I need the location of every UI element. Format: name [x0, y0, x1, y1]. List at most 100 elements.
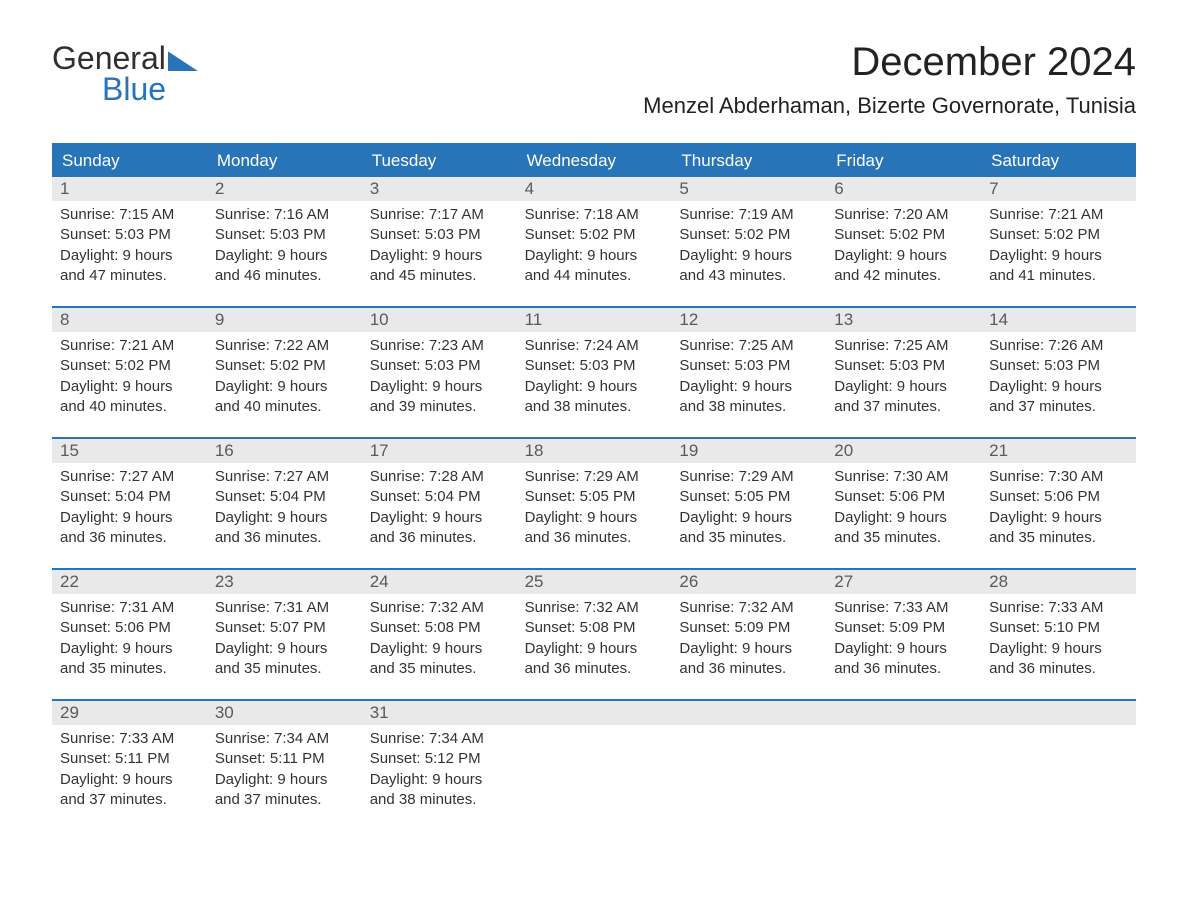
- daylight-line-2: and 35 minutes.: [989, 528, 1128, 548]
- daylight-line-1: Daylight: 9 hours: [60, 377, 199, 397]
- daylight-line-1: Daylight: 9 hours: [525, 377, 664, 397]
- day-number-band: 1234567: [52, 177, 1136, 201]
- daylight-line-2: and 38 minutes.: [370, 790, 509, 810]
- sunrise-line: Sunrise: 7:34 AM: [215, 729, 354, 749]
- calendar-day-cell: Sunrise: 7:21 AMSunset: 5:02 PMDaylight:…: [52, 332, 207, 437]
- daylight-line-1: Daylight: 9 hours: [60, 770, 199, 790]
- daylight-line-1: Daylight: 9 hours: [989, 377, 1128, 397]
- sunrise-line: Sunrise: 7:24 AM: [525, 336, 664, 356]
- day-number-band: 22232425262728: [52, 570, 1136, 594]
- calendar-day-cell: Sunrise: 7:32 AMSunset: 5:08 PMDaylight:…: [362, 594, 517, 699]
- daylight-line-2: and 43 minutes.: [679, 266, 818, 286]
- daylight-line-1: Daylight: 9 hours: [370, 508, 509, 528]
- calendar-day-cell: [517, 725, 672, 830]
- calendar-day-cell: Sunrise: 7:22 AMSunset: 5:02 PMDaylight:…: [207, 332, 362, 437]
- calendar-week: 15161718192021Sunrise: 7:27 AMSunset: 5:…: [52, 437, 1136, 568]
- calendar-day-cell: Sunrise: 7:25 AMSunset: 5:03 PMDaylight:…: [826, 332, 981, 437]
- daylight-line-1: Daylight: 9 hours: [679, 246, 818, 266]
- day-number: 4: [517, 177, 672, 201]
- day-number: 25: [517, 570, 672, 594]
- daylight-line-1: Daylight: 9 hours: [215, 246, 354, 266]
- day-number: 23: [207, 570, 362, 594]
- calendar-day-cell: Sunrise: 7:27 AMSunset: 5:04 PMDaylight:…: [52, 463, 207, 568]
- calendar-day-cell: Sunrise: 7:32 AMSunset: 5:08 PMDaylight:…: [517, 594, 672, 699]
- day-number: 26: [671, 570, 826, 594]
- calendar-day-cell: Sunrise: 7:16 AMSunset: 5:03 PMDaylight:…: [207, 201, 362, 306]
- daylight-line-2: and 35 minutes.: [679, 528, 818, 548]
- sunset-line: Sunset: 5:12 PM: [370, 749, 509, 769]
- calendar-week: 22232425262728Sunrise: 7:31 AMSunset: 5:…: [52, 568, 1136, 699]
- day-number-band: 15161718192021: [52, 439, 1136, 463]
- calendar-day-cell: Sunrise: 7:18 AMSunset: 5:02 PMDaylight:…: [517, 201, 672, 306]
- sunrise-line: Sunrise: 7:27 AM: [215, 467, 354, 487]
- daylight-line-2: and 35 minutes.: [215, 659, 354, 679]
- calendar-day-cell: Sunrise: 7:29 AMSunset: 5:05 PMDaylight:…: [671, 463, 826, 568]
- location-subtitle: Menzel Abderhaman, Bizerte Governorate, …: [643, 93, 1136, 119]
- day-number: 15: [52, 439, 207, 463]
- sunset-line: Sunset: 5:02 PM: [679, 225, 818, 245]
- day-number: [517, 701, 672, 725]
- sunrise-line: Sunrise: 7:34 AM: [370, 729, 509, 749]
- daylight-line-1: Daylight: 9 hours: [60, 639, 199, 659]
- logo-text-blue: Blue: [102, 71, 198, 108]
- daylight-line-1: Daylight: 9 hours: [525, 639, 664, 659]
- sunrise-line: Sunrise: 7:32 AM: [525, 598, 664, 618]
- daylight-line-1: Daylight: 9 hours: [834, 377, 973, 397]
- calendar-day-cell: Sunrise: 7:31 AMSunset: 5:07 PMDaylight:…: [207, 594, 362, 699]
- day-number: 20: [826, 439, 981, 463]
- day-number: 28: [981, 570, 1136, 594]
- sunset-line: Sunset: 5:06 PM: [989, 487, 1128, 507]
- day-number: 6: [826, 177, 981, 201]
- sunset-line: Sunset: 5:05 PM: [525, 487, 664, 507]
- sunrise-line: Sunrise: 7:33 AM: [60, 729, 199, 749]
- daylight-line-2: and 36 minutes.: [989, 659, 1128, 679]
- day-number: [671, 701, 826, 725]
- daylight-line-2: and 41 minutes.: [989, 266, 1128, 286]
- daylight-line-1: Daylight: 9 hours: [834, 639, 973, 659]
- days-of-week-header: Sunday Monday Tuesday Wednesday Thursday…: [52, 145, 1136, 177]
- sunset-line: Sunset: 5:11 PM: [215, 749, 354, 769]
- day-number-band: 293031: [52, 701, 1136, 725]
- day-number: 29: [52, 701, 207, 725]
- sunset-line: Sunset: 5:09 PM: [679, 618, 818, 638]
- sunset-line: Sunset: 5:04 PM: [60, 487, 199, 507]
- sunset-line: Sunset: 5:03 PM: [370, 225, 509, 245]
- daylight-line-2: and 40 minutes.: [215, 397, 354, 417]
- sunset-line: Sunset: 5:03 PM: [989, 356, 1128, 376]
- sunrise-line: Sunrise: 7:31 AM: [215, 598, 354, 618]
- sunrise-line: Sunrise: 7:30 AM: [989, 467, 1128, 487]
- daylight-line-2: and 37 minutes.: [989, 397, 1128, 417]
- sunrise-line: Sunrise: 7:20 AM: [834, 205, 973, 225]
- daylight-line-2: and 35 minutes.: [834, 528, 973, 548]
- sunset-line: Sunset: 5:03 PM: [679, 356, 818, 376]
- day-number: 17: [362, 439, 517, 463]
- sunrise-line: Sunrise: 7:30 AM: [834, 467, 973, 487]
- day-number: 10: [362, 308, 517, 332]
- daylight-line-1: Daylight: 9 hours: [215, 377, 354, 397]
- dow-sunday: Sunday: [52, 145, 207, 177]
- day-number: 11: [517, 308, 672, 332]
- calendar-day-cell: Sunrise: 7:31 AMSunset: 5:06 PMDaylight:…: [52, 594, 207, 699]
- daylight-line-1: Daylight: 9 hours: [989, 639, 1128, 659]
- sunrise-line: Sunrise: 7:31 AM: [60, 598, 199, 618]
- daylight-line-2: and 46 minutes.: [215, 266, 354, 286]
- calendar-day-cell: Sunrise: 7:28 AMSunset: 5:04 PMDaylight:…: [362, 463, 517, 568]
- day-number: 21: [981, 439, 1136, 463]
- day-number: 31: [362, 701, 517, 725]
- sunrise-line: Sunrise: 7:21 AM: [60, 336, 199, 356]
- daylight-line-1: Daylight: 9 hours: [370, 246, 509, 266]
- daylight-line-2: and 36 minutes.: [60, 528, 199, 548]
- sunrise-line: Sunrise: 7:25 AM: [834, 336, 973, 356]
- sunset-line: Sunset: 5:02 PM: [989, 225, 1128, 245]
- daylight-line-2: and 38 minutes.: [679, 397, 818, 417]
- calendar-day-cell: Sunrise: 7:17 AMSunset: 5:03 PMDaylight:…: [362, 201, 517, 306]
- daylight-line-2: and 38 minutes.: [525, 397, 664, 417]
- day-number: 27: [826, 570, 981, 594]
- calendar-day-cell: Sunrise: 7:30 AMSunset: 5:06 PMDaylight:…: [981, 463, 1136, 568]
- day-number: 3: [362, 177, 517, 201]
- daylight-line-2: and 36 minutes.: [525, 659, 664, 679]
- dow-monday: Monday: [207, 145, 362, 177]
- daylight-line-2: and 42 minutes.: [834, 266, 973, 286]
- sunrise-line: Sunrise: 7:29 AM: [679, 467, 818, 487]
- daylight-line-1: Daylight: 9 hours: [834, 246, 973, 266]
